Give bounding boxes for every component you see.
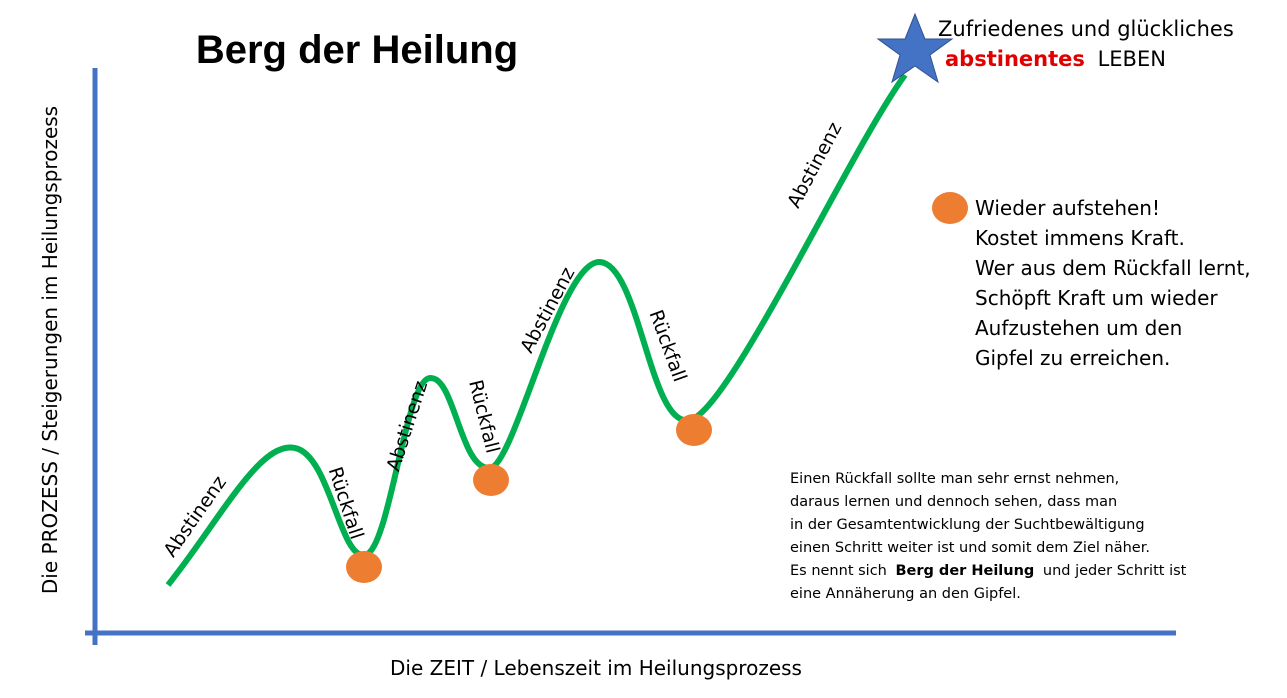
legend-line: Kostet immens Kraft.: [975, 226, 1185, 250]
relapse-dot: [346, 551, 382, 583]
curve-label: Rückfall: [464, 378, 503, 456]
note-bold: Berg der Heilung: [895, 563, 1034, 579]
note: Einen Rückfall sollte man sehr ernst neh…: [790, 471, 1150, 556]
goal-rest: LEBEN: [1098, 47, 1166, 71]
legend-line: Aufzustehen um den: [975, 316, 1182, 340]
note-text: Es nennt sich: [790, 563, 887, 579]
x-axis-label: Die ZEIT / Lebenszeit im Heilungsprozess: [390, 656, 802, 680]
goal-text: Zufriedenes und glückliches: [938, 17, 1234, 41]
curve-label: Abstinenz: [783, 119, 846, 212]
note-line: eine Annäherung an den Gipfel.: [790, 586, 1021, 602]
legend-text: Wieder aufstehen! Kostet immens Kraft. Wer…: [975, 196, 1251, 370]
goal-text: abstinentes LEBEN: [945, 47, 1166, 71]
note-text: und jeder Schritt ist: [1043, 563, 1187, 579]
relapse-dot: [473, 464, 509, 496]
legend-line: Wer aus dem Rückfall lernt,: [975, 256, 1251, 280]
note-line: Einen Rückfall sollte man sehr ernst neh…: [790, 471, 1119, 487]
note-line: in der Gesamtentwicklung der Suchtbewält…: [790, 517, 1145, 533]
legend-line: Wieder aufstehen!: [975, 196, 1160, 220]
note-line: daraus lernen und dennoch sehen, dass ma…: [790, 494, 1117, 510]
legend-dot: [932, 192, 968, 224]
note-line: Es nennt sich Berg der Heilung und jeder…: [790, 563, 1187, 579]
note-line: einen Schritt weiter ist und somit dem Z…: [790, 540, 1150, 556]
title: Berg der Heilung: [196, 28, 518, 72]
goal-highlight: abstinentes: [945, 47, 1085, 71]
relapse-dot: [676, 414, 712, 446]
legend-line: Gipfel zu erreichen.: [975, 346, 1170, 370]
goal-star: [876, 12, 954, 84]
curve-label: Abstinenz: [382, 378, 432, 474]
legend-line: Schöpft Kraft um wieder: [975, 286, 1218, 310]
y-axis-label: Die PROZESS / Steigerungen im Heilungspr…: [38, 106, 62, 594]
